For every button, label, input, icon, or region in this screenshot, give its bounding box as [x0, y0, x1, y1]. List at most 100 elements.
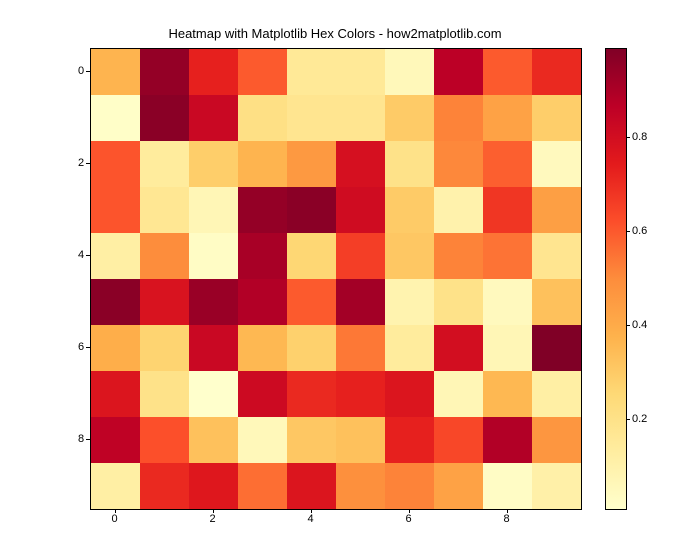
colorbar — [605, 48, 625, 508]
heatmap-cell — [91, 325, 140, 371]
colorbar-tick-mark — [626, 137, 630, 138]
heatmap-cell — [483, 463, 532, 509]
heatmap-cell — [434, 279, 483, 325]
y-tick-mark — [86, 163, 90, 164]
heatmap-cell — [385, 233, 434, 279]
heatmap-cell — [532, 233, 581, 279]
heatmap-cell — [189, 233, 238, 279]
heatmap-cell — [91, 49, 140, 95]
heatmap-cell — [238, 233, 287, 279]
heatmap-cell — [336, 325, 385, 371]
heatmap-cell — [483, 187, 532, 233]
y-tick-label: 8 — [78, 433, 84, 445]
heatmap-cell — [189, 187, 238, 233]
heatmap-cell — [287, 279, 336, 325]
heatmap-cell — [140, 417, 189, 463]
heatmap-cell — [532, 371, 581, 417]
heatmap-cell — [532, 49, 581, 95]
colorbar-tick-mark — [626, 231, 630, 232]
heatmap-cell — [91, 95, 140, 141]
heatmap-cell — [483, 325, 532, 371]
x-tick-label: 8 — [503, 513, 509, 525]
heatmap-cell — [189, 417, 238, 463]
heatmap-cell — [385, 417, 434, 463]
heatmap-cell — [140, 141, 189, 187]
heatmap-cell — [238, 325, 287, 371]
x-tick-label: 0 — [111, 513, 117, 525]
heatmap-cell — [532, 279, 581, 325]
heatmap-cell — [287, 187, 336, 233]
heatmap-cell — [532, 463, 581, 509]
y-tick-mark — [86, 347, 90, 348]
heatmap-cell — [434, 417, 483, 463]
heatmap-cell — [336, 463, 385, 509]
heatmap-cell — [189, 95, 238, 141]
heatmap-cell — [140, 371, 189, 417]
heatmap-cell — [287, 325, 336, 371]
heatmap-cell — [483, 233, 532, 279]
x-tick-label: 2 — [209, 513, 215, 525]
heatmap-cell — [238, 187, 287, 233]
heatmap-cell — [434, 233, 483, 279]
heatmap-cell — [336, 417, 385, 463]
heatmap-cell — [189, 371, 238, 417]
heatmap-cell — [91, 187, 140, 233]
heatmap-cell — [434, 49, 483, 95]
y-tick-mark — [86, 71, 90, 72]
heatmap-cell — [385, 95, 434, 141]
heatmap-cell — [140, 49, 189, 95]
heatmap-cell — [434, 463, 483, 509]
heatmap-cell — [140, 325, 189, 371]
heatmap-cell — [336, 371, 385, 417]
heatmap-cell — [189, 463, 238, 509]
heatmap-cell — [189, 141, 238, 187]
heatmap-cell — [140, 95, 189, 141]
heatmap-cell — [336, 279, 385, 325]
heatmap-cell — [189, 49, 238, 95]
colorbar-tick-label: 0.4 — [632, 319, 647, 331]
heatmap-cell — [91, 279, 140, 325]
y-tick-label: 4 — [78, 249, 84, 261]
heatmap-cell — [532, 95, 581, 141]
heatmap-cell — [287, 95, 336, 141]
heatmap-cell — [287, 233, 336, 279]
x-tick-label: 4 — [307, 513, 313, 525]
heatmap-cell — [483, 49, 532, 95]
heatmap-cell — [91, 417, 140, 463]
heatmap-cell — [140, 233, 189, 279]
heatmap-cell — [434, 141, 483, 187]
heatmap-cell — [238, 463, 287, 509]
heatmap-cell — [483, 141, 532, 187]
heatmap-cell — [238, 141, 287, 187]
heatmap-cell — [287, 463, 336, 509]
heatmap-cell — [434, 325, 483, 371]
heatmap-cell — [336, 187, 385, 233]
heatmap-cell — [189, 325, 238, 371]
heatmap-cell — [287, 141, 336, 187]
figure: Heatmap with Matplotlib Hex Colors - how… — [0, 0, 700, 560]
heatmap-cell — [385, 463, 434, 509]
heatmap-cell — [287, 49, 336, 95]
heatmap-cell — [532, 187, 581, 233]
heatmap-cell — [483, 371, 532, 417]
heatmap-cell — [287, 371, 336, 417]
heatmap-cell — [238, 371, 287, 417]
heatmap-grid — [91, 49, 581, 509]
heatmap-cell — [91, 371, 140, 417]
heatmap-cell — [385, 371, 434, 417]
heatmap-cell — [140, 279, 189, 325]
y-tick-label: 0 — [78, 65, 84, 77]
heatmap-axes — [90, 48, 582, 510]
colorbar-tick-mark — [626, 325, 630, 326]
colorbar-tick-label: 0.2 — [632, 413, 647, 425]
heatmap-cell — [434, 371, 483, 417]
heatmap-cell — [385, 325, 434, 371]
heatmap-cell — [336, 141, 385, 187]
heatmap-cell — [532, 417, 581, 463]
heatmap-cell — [189, 279, 238, 325]
y-tick-label: 2 — [78, 157, 84, 169]
heatmap-cell — [483, 95, 532, 141]
chart-title: Heatmap with Matplotlib Hex Colors - how… — [90, 26, 580, 41]
heatmap-cell — [238, 95, 287, 141]
heatmap-cell — [91, 463, 140, 509]
